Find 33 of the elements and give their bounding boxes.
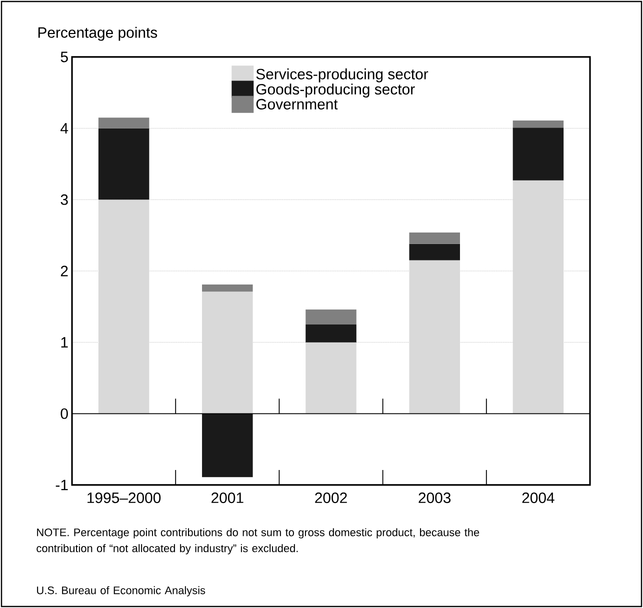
legend-label: Goods-producing sector (256, 84, 415, 98)
x-tick-label: 2004 (522, 492, 554, 504)
bar (512, 120, 564, 128)
y-tick-label: 0 (60, 408, 68, 419)
x-tick-label: 2002 (315, 492, 347, 504)
x-tick-label: 1995–2000 (88, 492, 161, 504)
bar (202, 292, 253, 414)
y-tick-label: 2 (60, 266, 68, 276)
text: U.S. Bureau of Economic Analysis (37, 586, 206, 596)
bar (306, 342, 356, 414)
bar (512, 128, 564, 180)
bar (409, 244, 460, 260)
bar (409, 260, 460, 414)
bar (202, 414, 253, 478)
text: NOTE. Percentage point contributions do not sum to gross domestic product, because the contribution of “not allocated by industry” is excluded. (36, 528, 480, 554)
legend-label: Services-producing sector (256, 68, 428, 82)
y-axis-title: Percentage points (38, 26, 158, 41)
x-tick-label: 2001 (212, 492, 244, 504)
x-tick-label: 2003 (418, 492, 451, 504)
bar (306, 324, 356, 342)
bar (512, 180, 564, 414)
y-tick-label: 5 (60, 52, 68, 62)
bar (98, 118, 150, 128)
y-tick-label: 1 (61, 337, 68, 348)
bar (98, 200, 150, 414)
bar (409, 232, 460, 244)
y-tick-label: -1 (56, 480, 68, 490)
legend-label: Government (256, 98, 338, 110)
bar (98, 128, 150, 200)
bar (306, 310, 356, 324)
y-tick-label: 3 (60, 194, 68, 205)
y-tick-label: 4 (60, 123, 68, 134)
bar (202, 284, 253, 292)
